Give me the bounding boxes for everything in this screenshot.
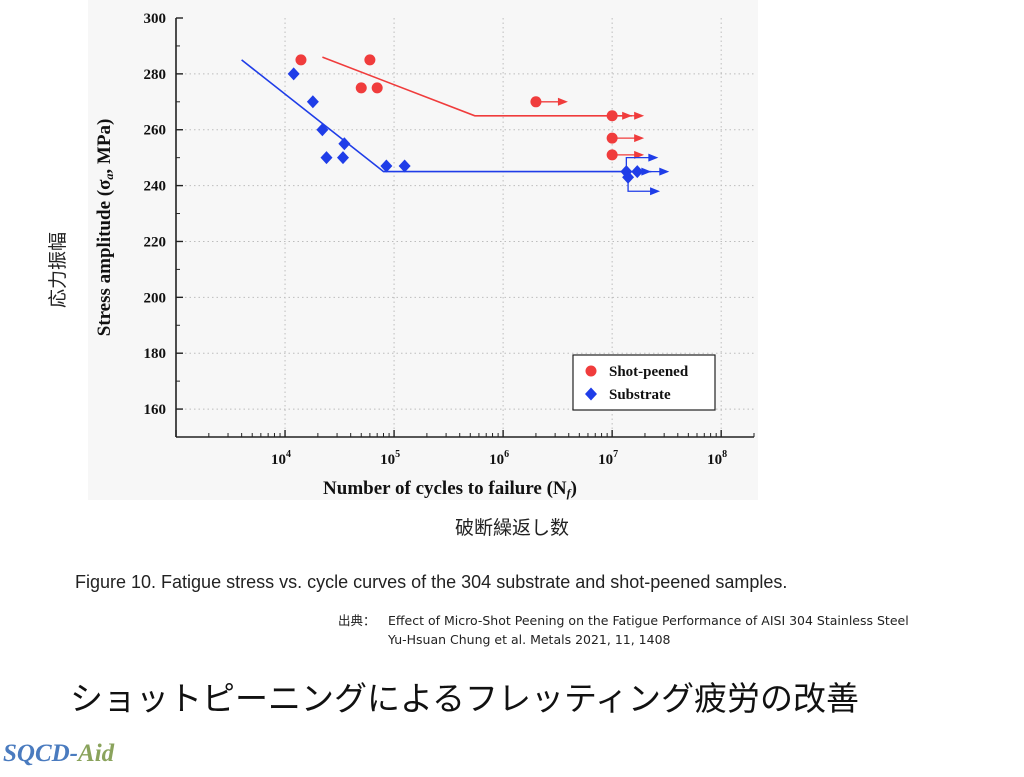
shot-peened-point [295, 54, 307, 66]
legend-label-1: Substrate [609, 387, 671, 403]
y-tick-label: 260 [144, 123, 167, 139]
source-line-1: 出典： Effect of Micro-Shot Peening on the F… [338, 611, 909, 630]
substrate-point [316, 123, 329, 137]
slide-title: ショットピーニングによるフレッティング疲労の改善 [70, 679, 860, 718]
shot-peened-runout-arrow-head [634, 150, 645, 159]
source-line-2: Yu-Hsuan Chung et al. Metals 2021, 11, 1… [388, 632, 671, 647]
source-title: Effect of Micro-Shot Peening on the Fati… [388, 613, 909, 628]
y-axis-title: Stress amplitude (σa, MPa) [94, 119, 116, 337]
substrate-point [320, 151, 333, 165]
y-tick-label: 280 [144, 67, 167, 83]
chart-panel: 160 180 200 220 240 260 280 300 104 105 106 107 108 N… [88, 0, 758, 500]
jp-y-axis-label: 応力振幅 [47, 232, 69, 308]
shot-peened-runout-point [606, 110, 618, 122]
y-tick-label: 240 [144, 179, 167, 195]
x-tick-label: 108 [707, 449, 727, 468]
shot-peened-point [364, 54, 376, 66]
legend-box [572, 354, 716, 411]
substrate-point [398, 159, 411, 173]
substrate-point [338, 137, 351, 151]
brand-logo-accent: Aid [78, 740, 115, 767]
shot-peened-fit-line [322, 56, 613, 117]
shot-peened-runout-arrow-head [634, 111, 645, 120]
fatigue-sn-chart: 160 180 200 220 240 260 280 300 104 105 106 107 108 N… [94, 11, 755, 500]
substrate-runout-arrow-head [659, 167, 670, 176]
y-tick-label: 200 [144, 290, 167, 306]
substrate-point [287, 67, 300, 81]
y-tick-label: 300 [144, 11, 167, 27]
jp-x-axis-label: 破断繰返し数 [454, 517, 569, 539]
shot-peened-point [355, 82, 367, 94]
legend-marker-1 [585, 387, 597, 401]
y-tick-label: 220 [144, 234, 167, 250]
shot-peened-point [371, 82, 383, 94]
source-label: 出典： [338, 613, 376, 628]
substrate-runout-point [631, 165, 644, 179]
brand-logo-main: SQCD- [3, 740, 79, 767]
figure-caption: Figure 10. Fatigue stress vs. cycle curv… [75, 572, 788, 592]
substrate-point [336, 151, 349, 165]
x-tick-label: 107 [598, 449, 618, 468]
shot-peened-runout-point [606, 149, 618, 161]
legend-label-0: Shot-peened [609, 364, 689, 380]
x-tick-label: 105 [380, 449, 400, 468]
y-tick-label: 160 [144, 402, 167, 418]
substrate-runout-point [622, 170, 635, 184]
substrate-runout-arrow-head [650, 187, 661, 196]
substrate-runout-arrow-head [648, 153, 659, 162]
brand-logo: SQCD-Aid [3, 740, 114, 768]
shot-peened-runout-point [606, 132, 618, 144]
substrate-point [380, 159, 393, 173]
jp-y-axis-label-text: 応力振幅 [47, 232, 69, 308]
substrate-fit-line [241, 59, 632, 173]
shot-peened-runout-point [530, 96, 542, 108]
x-tick-label: 104 [271, 449, 291, 468]
y-tick-label: 180 [144, 346, 167, 362]
shot-peened-runout-arrow-head [634, 134, 645, 143]
x-tick-label: 106 [489, 449, 509, 468]
x-axis-title: Number of cycles to failure (Nf) [323, 478, 577, 500]
shot-peened-runout-arrow-head [557, 97, 568, 106]
source-citation: 出典： Effect of Micro-Shot Peening on the F… [338, 611, 909, 649]
legend-marker-0 [585, 365, 597, 377]
substrate-point [306, 95, 319, 109]
